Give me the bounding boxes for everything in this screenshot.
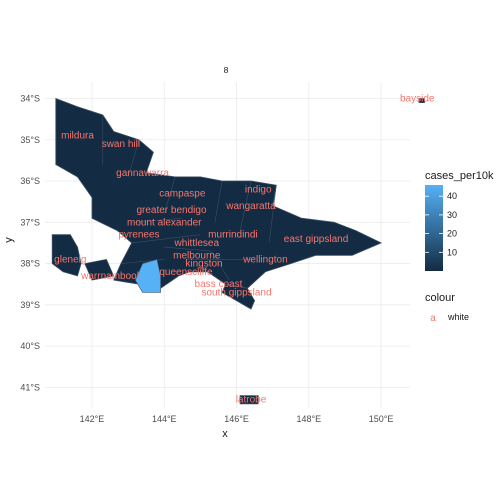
region-label: mildura [61,131,94,142]
region-label: glenelg [54,254,86,265]
x-axis-title: x [222,428,228,440]
region-border [210,251,230,281]
region-label: wellington [242,254,287,265]
region-shape [51,234,82,277]
y-tick-label: 40°S [20,341,40,351]
x-tick-label: 144°E [152,414,177,424]
fill-legend-tick-label: 20 [447,229,457,239]
region-border [268,185,277,243]
region-border [127,139,140,177]
region-label: gannawarra [116,168,169,179]
fill-legend-colorbar [425,185,443,271]
region-label: pyrenees [118,230,159,241]
region-map [51,97,425,405]
region-label: wangaratta [225,201,276,212]
facet-label: 8 [224,65,229,75]
region-label: whittlesea [174,238,220,249]
region-label: greater bendigo [136,205,206,216]
region-shape [221,283,256,310]
y-tick-label: 36°S [20,176,40,186]
fill-legend-tick-label: 10 [447,247,457,257]
region-label: queenscliffe [159,267,213,278]
region-label: melbourne [173,250,221,261]
fill-legend-ticks: 10 20 30 40 [425,191,457,257]
region-label: mount alexander [127,217,202,228]
region-shape [239,395,259,405]
fill-legend: cases_per10k 10 20 30 40 [425,170,494,271]
region-label: latrobe [236,395,267,406]
colour-legend-label: white [447,312,469,322]
region-border [239,180,252,231]
region-label: swan hill [102,139,140,150]
region-label: murrindindi [208,230,257,241]
region-labels: bayside mildura swan hill gannawarra indigo c… [54,94,435,406]
x-tick-label: 148°E [296,414,321,424]
colour-legend-title: colour [425,292,455,304]
region-border [164,176,176,215]
region-label: kingston [185,259,222,270]
axes: 142°E 144°E 146°E 148°E 150°E 34°S 35°S 36°S 37°… [20,94,393,424]
region-border [131,234,201,244]
region-label: bayside [400,94,435,105]
x-tick-label: 146°E [224,414,249,424]
y-tick-label: 37°S [20,217,40,227]
fill-legend-tick-label: 40 [447,191,457,201]
region-label: indigo [245,184,272,195]
x-tick-label: 142°E [80,414,105,424]
region-label: warrnambool [80,271,139,282]
region-border [135,217,183,223]
y-tick-label: 35°S [20,135,40,145]
region-shape [84,258,115,281]
colour-legend: colour a white [425,292,469,324]
fill-legend-tick-label: 30 [447,210,457,220]
y-axis-title: y [3,237,15,243]
region-label: campaspe [159,188,206,199]
fill-legend-title: cases_per10k [425,170,494,182]
y-tick-label: 41°S [20,382,40,392]
region-label: south gippsland [202,287,272,298]
region-shape-high [134,259,161,293]
region-label: east gippsland [284,234,349,245]
colour-legend-key: a [430,313,436,324]
region-border [164,246,212,252]
y-tick-label: 34°S [20,94,40,104]
y-tick-label: 39°S [20,300,40,310]
y-tick-label: 38°S [20,259,40,269]
grid [45,82,410,408]
region-shape [418,98,425,103]
region-border [214,180,223,223]
region-label: bass coast [195,279,243,290]
x-tick-label: 150°E [369,414,394,424]
